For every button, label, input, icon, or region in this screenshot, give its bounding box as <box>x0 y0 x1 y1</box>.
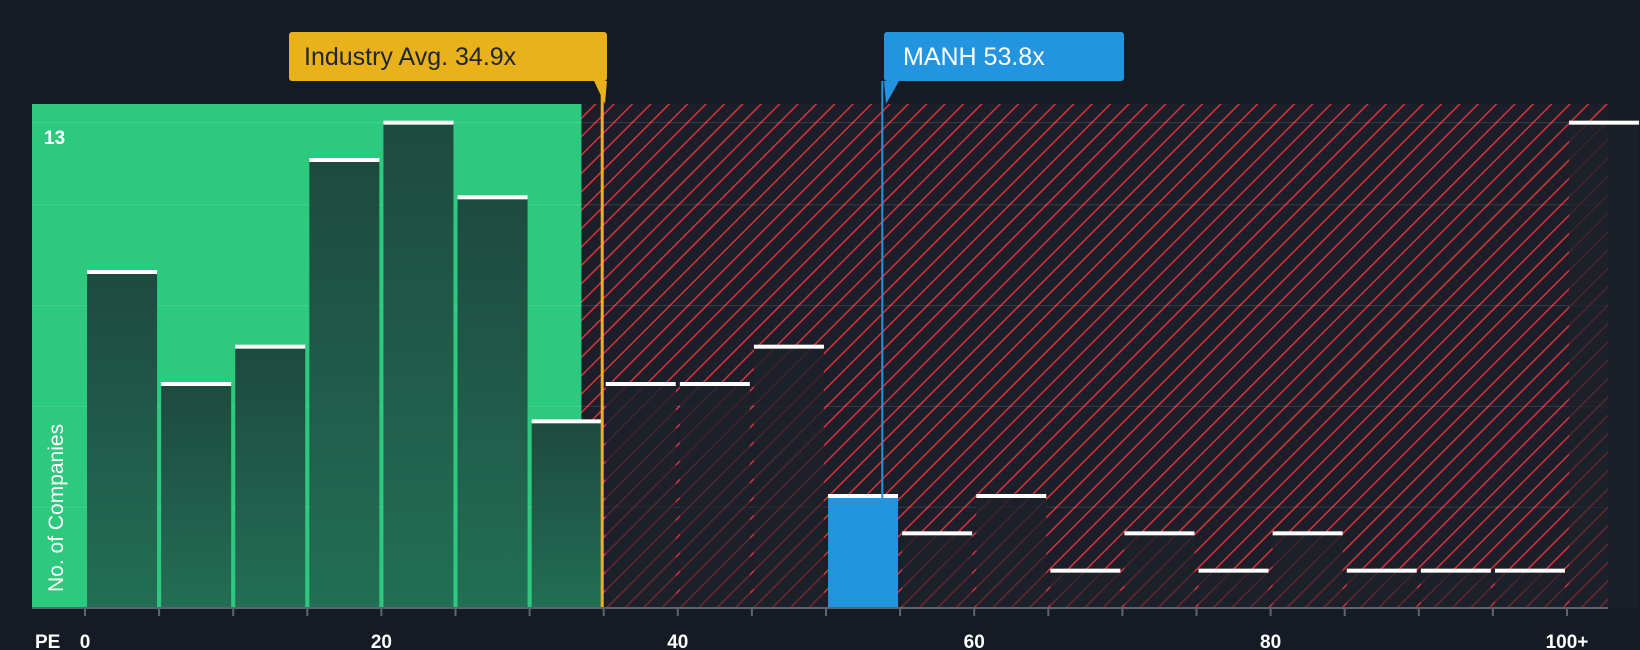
histogram-bar <box>161 384 232 608</box>
histogram-bar <box>235 346 306 608</box>
company-label: MANH 53.8x <box>903 43 1045 71</box>
histogram-bar <box>679 384 750 608</box>
overvalued-zone <box>581 104 1608 608</box>
bar-top-marker <box>1198 568 1269 573</box>
histogram-bar <box>87 272 158 608</box>
bar-top-marker <box>87 270 158 274</box>
company-callout: MANH 53.8x <box>884 32 1124 104</box>
bar-top-marker <box>1569 120 1640 125</box>
bar-top-marker <box>161 382 232 386</box>
histogram-bar <box>531 421 602 608</box>
bar-top-marker <box>976 494 1047 498</box>
histogram-bar <box>1569 122 1640 609</box>
bar-top-marker <box>1050 568 1121 573</box>
bar-top-marker <box>383 120 454 125</box>
bar-top-marker <box>828 494 899 498</box>
company-bar <box>828 496 899 608</box>
histogram-bar <box>1346 570 1417 608</box>
industry-average-callout: Industry Avg. 34.9x <box>289 32 607 104</box>
histogram-bar <box>457 197 528 609</box>
bar-top-marker <box>1420 568 1491 573</box>
y-max-label: 13 <box>44 128 65 149</box>
histogram-bar <box>1198 570 1269 608</box>
histogram-bar <box>309 160 380 608</box>
x-axis-title: PE <box>35 632 60 650</box>
bar-top-marker <box>1272 531 1343 536</box>
bar-top-marker <box>235 344 306 349</box>
histogram-bar <box>1494 570 1565 608</box>
histogram-bar <box>902 533 973 608</box>
x-tick-label: 60 <box>964 632 985 650</box>
histogram-bar <box>976 496 1047 608</box>
histogram-bar <box>1272 533 1343 608</box>
bar-top-marker <box>457 195 528 200</box>
x-tick-label: 40 <box>667 632 688 650</box>
bar-top-marker <box>1124 531 1195 536</box>
industry-average-label: Industry Avg. 34.9x <box>304 43 517 71</box>
x-tick-label: 100+ <box>1546 632 1589 650</box>
histogram-bar <box>753 346 824 608</box>
histogram-bar <box>605 384 676 608</box>
y-axis-title: No. of Companies <box>45 424 68 592</box>
bar-top-marker <box>309 158 380 162</box>
x-tick-label: 80 <box>1260 632 1281 650</box>
histogram-bar <box>1050 570 1121 608</box>
histogram-bar <box>1124 533 1195 608</box>
x-tick-label: 0 <box>80 632 91 650</box>
x-tick-label: 20 <box>371 632 392 650</box>
industry-average-callout-pointer <box>594 81 607 104</box>
histogram-bar <box>383 122 454 609</box>
bar-top-marker <box>1494 568 1565 573</box>
bar-top-marker <box>679 382 750 386</box>
histogram-bar <box>1420 570 1491 608</box>
industry-average-callout-box <box>289 32 607 81</box>
company-callout-box <box>884 32 1124 81</box>
bar-top-marker <box>531 419 602 424</box>
bar-top-marker <box>753 344 824 349</box>
bar-top-marker <box>1346 568 1417 573</box>
company-callout-pointer <box>884 81 899 104</box>
bar-top-marker <box>902 531 973 536</box>
bar-top-marker <box>605 382 676 386</box>
